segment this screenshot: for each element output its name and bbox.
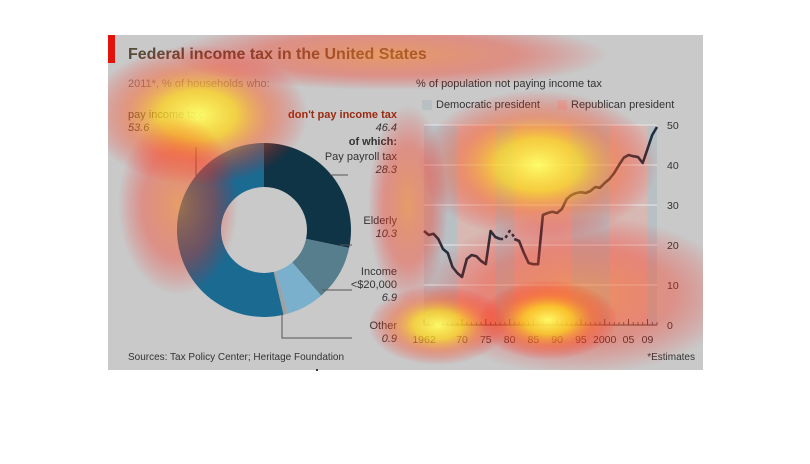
x-tick-label: 70 — [456, 334, 468, 346]
presidency-band — [424, 125, 458, 325]
chart-svg: 0 10 20 30 40 50 1962 70 75 80 85 90 95 2000 05 09 — [177, 120, 679, 346]
y-tick-label: 10 — [667, 280, 679, 292]
presidency-band — [457, 125, 496, 325]
x-tick-label: 80 — [504, 334, 516, 346]
y-tick-label: 20 — [667, 240, 679, 252]
x-tick-label: 75 — [480, 334, 492, 346]
presidency-band — [495, 125, 515, 325]
x-tick-label: 1962 — [412, 334, 436, 346]
leader-line — [281, 313, 352, 339]
x-tick-label: 85 — [528, 334, 540, 346]
y-tick-label: 0 — [667, 320, 673, 332]
cursor-marker — [316, 369, 318, 371]
x-tick-label: 05 — [623, 334, 635, 346]
line-chart: 0 10 20 30 40 50 1962 70 75 80 85 90 95 2000 05 09 — [412, 120, 679, 346]
donut-slice-other — [273, 271, 289, 315]
x-tick-label: 2000 — [593, 334, 617, 346]
y-tick-label: 30 — [667, 200, 679, 212]
donut-slice-income-20-000 — [275, 262, 322, 314]
source-note: Sources: Tax Policy Center; Heritage Fou… — [128, 352, 345, 363]
presidency-band — [571, 125, 610, 325]
donut-chart — [177, 143, 352, 339]
x-tick-label: 90 — [551, 334, 563, 346]
x-tick-label: 09 — [642, 334, 654, 346]
y-tick-label: 50 — [667, 120, 679, 132]
presidency-band — [647, 125, 657, 325]
y-tick-label: 40 — [667, 160, 679, 172]
x-tick-label: 95 — [575, 334, 587, 346]
chart-figure: Federal income tax in the United States … — [108, 35, 703, 370]
donut-slice-pay-payroll-tax — [264, 143, 351, 248]
donut-slice-elderly — [292, 238, 350, 296]
